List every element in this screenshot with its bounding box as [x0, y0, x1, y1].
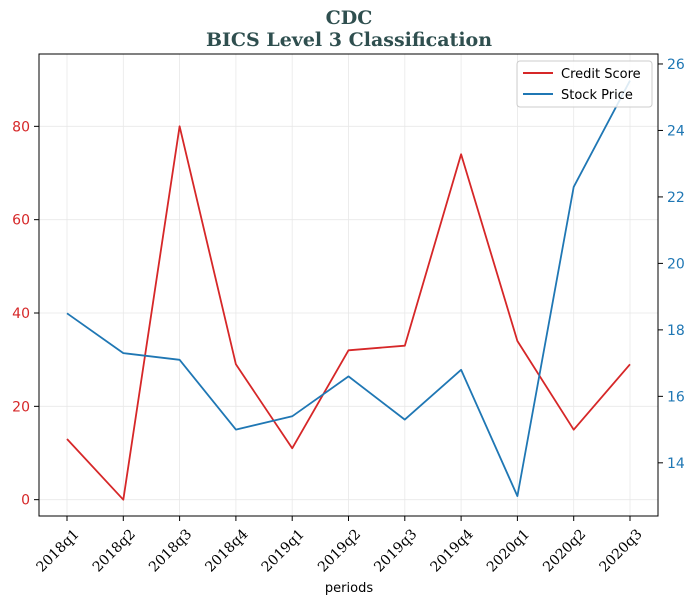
- series-line-credit-score: [66, 125, 631, 501]
- right-y-tick-label: 16: [667, 389, 685, 405]
- x-tick-label: 2018q1: [33, 526, 82, 575]
- x-axis: 2018q1 2018q2 2018q3 2018q4 2019q1 2019q2 2019…: [33, 516, 646, 575]
- right-y-axis: 14 16 18 20 22 24 26: [658, 57, 685, 472]
- left-y-tick-label: 20: [12, 399, 30, 415]
- legend-label-stock-price: Stock Price: [561, 88, 633, 103]
- x-tick-label: 2020q2: [540, 526, 589, 575]
- x-tick-label: 2019q3: [371, 526, 420, 575]
- chart-title: CDC: [326, 7, 373, 29]
- right-y-tick-label: 14: [667, 456, 685, 472]
- left-y-tick-label: 40: [12, 306, 30, 322]
- legend: Credit Score Stock Price: [516, 60, 653, 108]
- chart-subtitle: BICS Level 3 Classification: [206, 29, 492, 51]
- left-y-tick-label: 0: [21, 493, 30, 509]
- x-tick-label: 2019q2: [315, 526, 364, 575]
- right-y-tick-label: 22: [667, 190, 685, 206]
- series-layer: [66, 80, 631, 501]
- grid: [39, 54, 658, 516]
- x-tick-label: 2020q1: [484, 526, 533, 575]
- left-y-tick-label: 80: [12, 119, 30, 135]
- x-axis-label: periods: [325, 581, 373, 596]
- x-tick-label: 2020q3: [596, 526, 645, 575]
- x-tick-label: 2019q1: [259, 526, 308, 575]
- right-y-tick-label: 18: [667, 323, 685, 339]
- left-y-axis: 0 20 40 60 80: [12, 119, 39, 509]
- x-tick-label: 2019q4: [428, 526, 477, 575]
- x-tick-label: 2018q4: [202, 526, 251, 575]
- right-y-tick-label: 24: [667, 123, 685, 139]
- right-y-tick-label: 26: [667, 57, 685, 73]
- left-y-tick-label: 60: [12, 213, 30, 229]
- x-tick-label: 2018q3: [146, 526, 195, 575]
- right-y-tick-label: 20: [667, 256, 685, 272]
- x-tick-label: 2018q2: [90, 526, 139, 575]
- legend-label-credit-score: Credit Score: [561, 67, 641, 82]
